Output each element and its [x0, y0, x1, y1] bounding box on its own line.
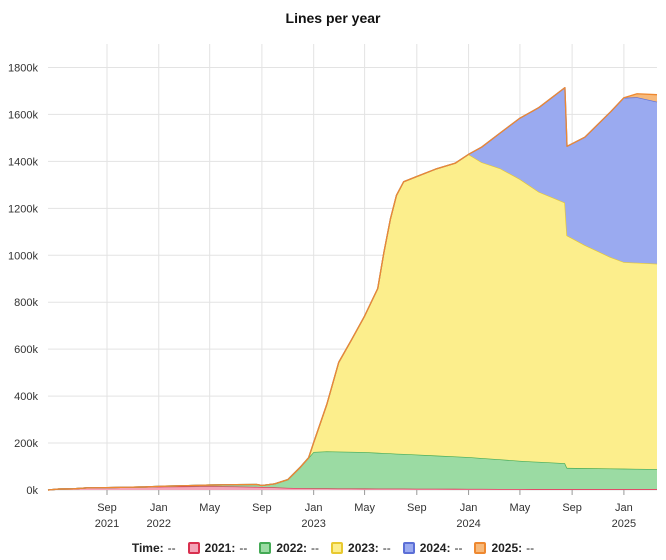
- x-tick-year: 2025: [612, 518, 636, 530]
- chart-plot[interactable]: 0k 200k 400k 600k 800k 1000k 1200k 1400k 1600k 18…: [0, 0, 666, 535]
- x-tick-label: Sep: [97, 502, 117, 514]
- y-tick-label: 800k: [14, 297, 38, 309]
- legend-swatch-2024: [402, 542, 415, 554]
- legend-label-2025: 2025:: [491, 541, 523, 555]
- y-tick-label: 1200k: [8, 203, 38, 215]
- legend-label-2022: 2022:: [276, 541, 308, 555]
- x-tick-label: Sep: [407, 502, 427, 514]
- legend-swatch-2021: [187, 542, 200, 554]
- x-tick-label: May: [354, 502, 375, 514]
- legend-item-2023[interactable]: 2023: --: [331, 541, 391, 555]
- chart-title: Lines per year: [285, 10, 381, 26]
- legend-time-value: --: [167, 541, 176, 555]
- legend-item-2024[interactable]: 2024: --: [402, 541, 463, 555]
- legend-label-2023: 2023:: [348, 541, 379, 555]
- line-series-2025: [47, 87, 658, 491]
- area-layer: [47, 87, 658, 491]
- x-tick-label: May: [199, 502, 220, 514]
- y-tick-label: 1600k: [8, 109, 38, 121]
- legend-swatch-2023: [331, 542, 344, 554]
- legend: Time: -- 2021: -- 2022: -- 2023: -- 2024…: [0, 538, 666, 558]
- x-tick-label: Sep: [252, 502, 272, 514]
- x-tick-year: 2024: [456, 518, 480, 530]
- axis-layer: 0k 200k 400k 600k 800k 1000k 1200k 1400k 1600k 18…: [8, 62, 636, 530]
- area-series-2024: [48, 87, 657, 490]
- legend-time-label: Time:: [131, 541, 164, 555]
- area-series-2022: [48, 451, 657, 490]
- legend-value-2024: --: [454, 541, 463, 555]
- x-tick-label: Jan: [615, 502, 633, 514]
- x-tick-label: Sep: [562, 502, 582, 514]
- y-tick-label: 600k: [14, 344, 38, 356]
- legend-item-2022[interactable]: 2022: --: [259, 541, 319, 555]
- y-tick-label: 200k: [14, 438, 38, 450]
- legend-time: Time: --: [132, 541, 176, 555]
- legend-value-2023: --: [382, 541, 391, 555]
- y-tick-label: 1400k: [8, 156, 38, 168]
- x-tick-year: 2023: [301, 518, 325, 530]
- x-tick-label: May: [510, 502, 531, 514]
- legend-label-2024: 2024:: [419, 541, 451, 555]
- x-tick-label: Jan: [305, 502, 323, 514]
- y-tick-label: 1000k: [8, 250, 38, 262]
- y-tick-label: 1800k: [8, 62, 38, 74]
- y-tick-label: 400k: [14, 391, 38, 403]
- x-tick-label: Jan: [460, 502, 478, 514]
- legend-value-2022: --: [311, 541, 320, 555]
- legend-item-2021[interactable]: 2021: --: [187, 541, 248, 555]
- x-tick-label: Jan: [150, 502, 168, 514]
- area-series-2023: [48, 154, 657, 490]
- legend-item-2025[interactable]: 2025: --: [474, 541, 534, 555]
- legend-swatch-2025: [474, 542, 487, 554]
- y-tick-label: 0k: [26, 485, 38, 497]
- legend-value-2025: --: [526, 541, 535, 555]
- x-tick-year: 2022: [147, 518, 171, 530]
- x-tick-year: 2021: [95, 518, 119, 530]
- legend-value-2021: --: [239, 541, 248, 555]
- legend-swatch-2022: [259, 542, 272, 554]
- legend-label-2021: 2021:: [204, 541, 236, 555]
